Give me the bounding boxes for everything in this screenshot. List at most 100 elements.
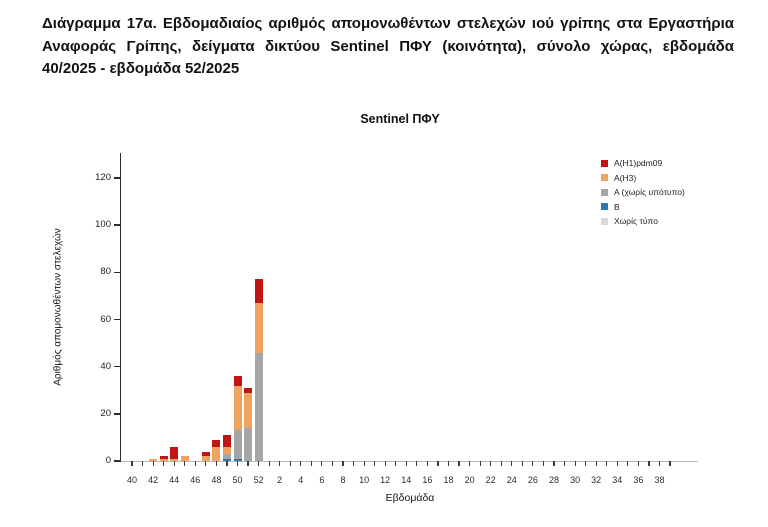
- bar-segment: [212, 446, 221, 461]
- x-tick-label: 10: [359, 475, 370, 485]
- x-tick: [469, 461, 471, 466]
- bar-segment: [254, 279, 263, 303]
- x-tick: [563, 461, 566, 466]
- x-tick: [363, 461, 365, 466]
- legend-swatch: [601, 159, 608, 167]
- x-tick: [500, 461, 502, 466]
- bar-segment: [159, 458, 168, 461]
- x-tick: [300, 461, 302, 466]
- x-tick: [247, 461, 249, 466]
- y-tick: [114, 224, 121, 226]
- x-tick: [542, 461, 545, 466]
- x-tick-label: 2: [277, 475, 283, 485]
- x-tick: [131, 461, 133, 466]
- x-tick: [426, 461, 428, 466]
- legend-swatch: [601, 203, 608, 211]
- x-tick-label: 50: [232, 475, 243, 485]
- x-tick: [490, 461, 492, 466]
- x-tick: [258, 461, 260, 466]
- x-tick: [585, 461, 587, 466]
- legend-label: A(H3): [614, 172, 637, 183]
- x-tick: [437, 461, 439, 466]
- x-tick: [595, 461, 597, 466]
- y-tick: [114, 177, 121, 179]
- x-tick: [331, 461, 334, 466]
- y-tick: [114, 460, 121, 462]
- x-tick: [173, 461, 175, 466]
- x-tick-label: 38: [654, 475, 665, 485]
- x-tick: [511, 461, 513, 466]
- x-tick: [395, 461, 397, 466]
- bar-segment: [233, 385, 242, 431]
- bar-segment: [170, 446, 179, 459]
- x-tick: [205, 461, 207, 466]
- legend-swatch: [601, 188, 608, 196]
- bar-segment: [244, 427, 253, 461]
- legend-swatch: [601, 174, 608, 182]
- x-tick: [384, 461, 386, 466]
- x-tick-label: 8: [340, 475, 346, 485]
- x-tick-label: 44: [169, 475, 180, 485]
- y-tick-label: 40: [100, 360, 111, 372]
- x-tick-label: 4: [298, 475, 304, 485]
- x-tick: [669, 461, 671, 466]
- bar-segment: [201, 456, 210, 461]
- legend: A(H1)pdm09 A(H3) A (χωρίς υπότυπο) B Χωρίς τ…: [601, 156, 685, 229]
- x-tick-label: 22: [485, 475, 496, 485]
- y-tick-label: 80: [100, 266, 111, 278]
- x-tick: [310, 461, 312, 466]
- bar-segment: [222, 453, 231, 459]
- x-tick: [342, 461, 344, 466]
- x-tick-label: 36: [633, 475, 644, 485]
- y-tick-label: 100: [95, 219, 111, 231]
- legend-label: B: [614, 201, 620, 212]
- x-tick-label: 24: [506, 475, 517, 485]
- x-axis-line: [121, 460, 698, 462]
- legend-label: A (χωρίς υπότυπο): [614, 187, 685, 198]
- bar-segment: [159, 456, 168, 459]
- y-tick: [114, 271, 121, 274]
- x-tick-label: 14: [401, 475, 412, 485]
- x-tick: [479, 461, 481, 466]
- x-tick: [458, 461, 460, 466]
- x-tick-label: 28: [548, 475, 559, 485]
- x-axis-title: Εβδομάδα: [385, 492, 435, 504]
- x-tick-label: 26: [527, 475, 538, 485]
- x-tick-label: 40: [126, 475, 137, 485]
- x-tick-label: 42: [148, 475, 159, 485]
- x-tick: [574, 461, 576, 466]
- bar-segment: [244, 387, 253, 393]
- x-tick: [194, 461, 196, 466]
- bar-segment: [244, 392, 253, 428]
- bar-segment: [254, 352, 263, 461]
- legend-row: B: [601, 200, 685, 215]
- legend-label: A(H1)pdm09: [614, 158, 663, 169]
- y-tick-label: 120: [95, 172, 111, 183]
- bar-segment: [212, 439, 221, 447]
- y-tick: [114, 413, 121, 415]
- y-tick: [114, 318, 121, 321]
- x-tick: [648, 461, 650, 466]
- y-tick-label: 60: [100, 313, 111, 325]
- bar-segment: [201, 451, 210, 457]
- x-tick: [658, 461, 661, 466]
- x-tick-label: 30: [570, 475, 581, 485]
- y-tick: [114, 365, 121, 368]
- x-tick-label: 32: [591, 475, 602, 485]
- x-tick: [184, 461, 186, 466]
- bar-segment: [170, 458, 179, 461]
- x-tick-label: 48: [211, 475, 222, 485]
- x-tick: [321, 461, 323, 466]
- x-tick: [374, 461, 376, 466]
- x-tick: [152, 461, 154, 466]
- x-tick: [236, 461, 239, 466]
- x-tick: [279, 461, 281, 466]
- y-tick-label: 20: [100, 407, 111, 419]
- bar-segment: [180, 456, 189, 461]
- x-tick: [637, 461, 639, 466]
- bar-segment: [254, 303, 263, 353]
- legend-label: Χωρίς τύπο: [614, 216, 658, 227]
- x-tick: [289, 461, 291, 466]
- bar-segment: [233, 458, 242, 461]
- x-tick: [521, 461, 523, 466]
